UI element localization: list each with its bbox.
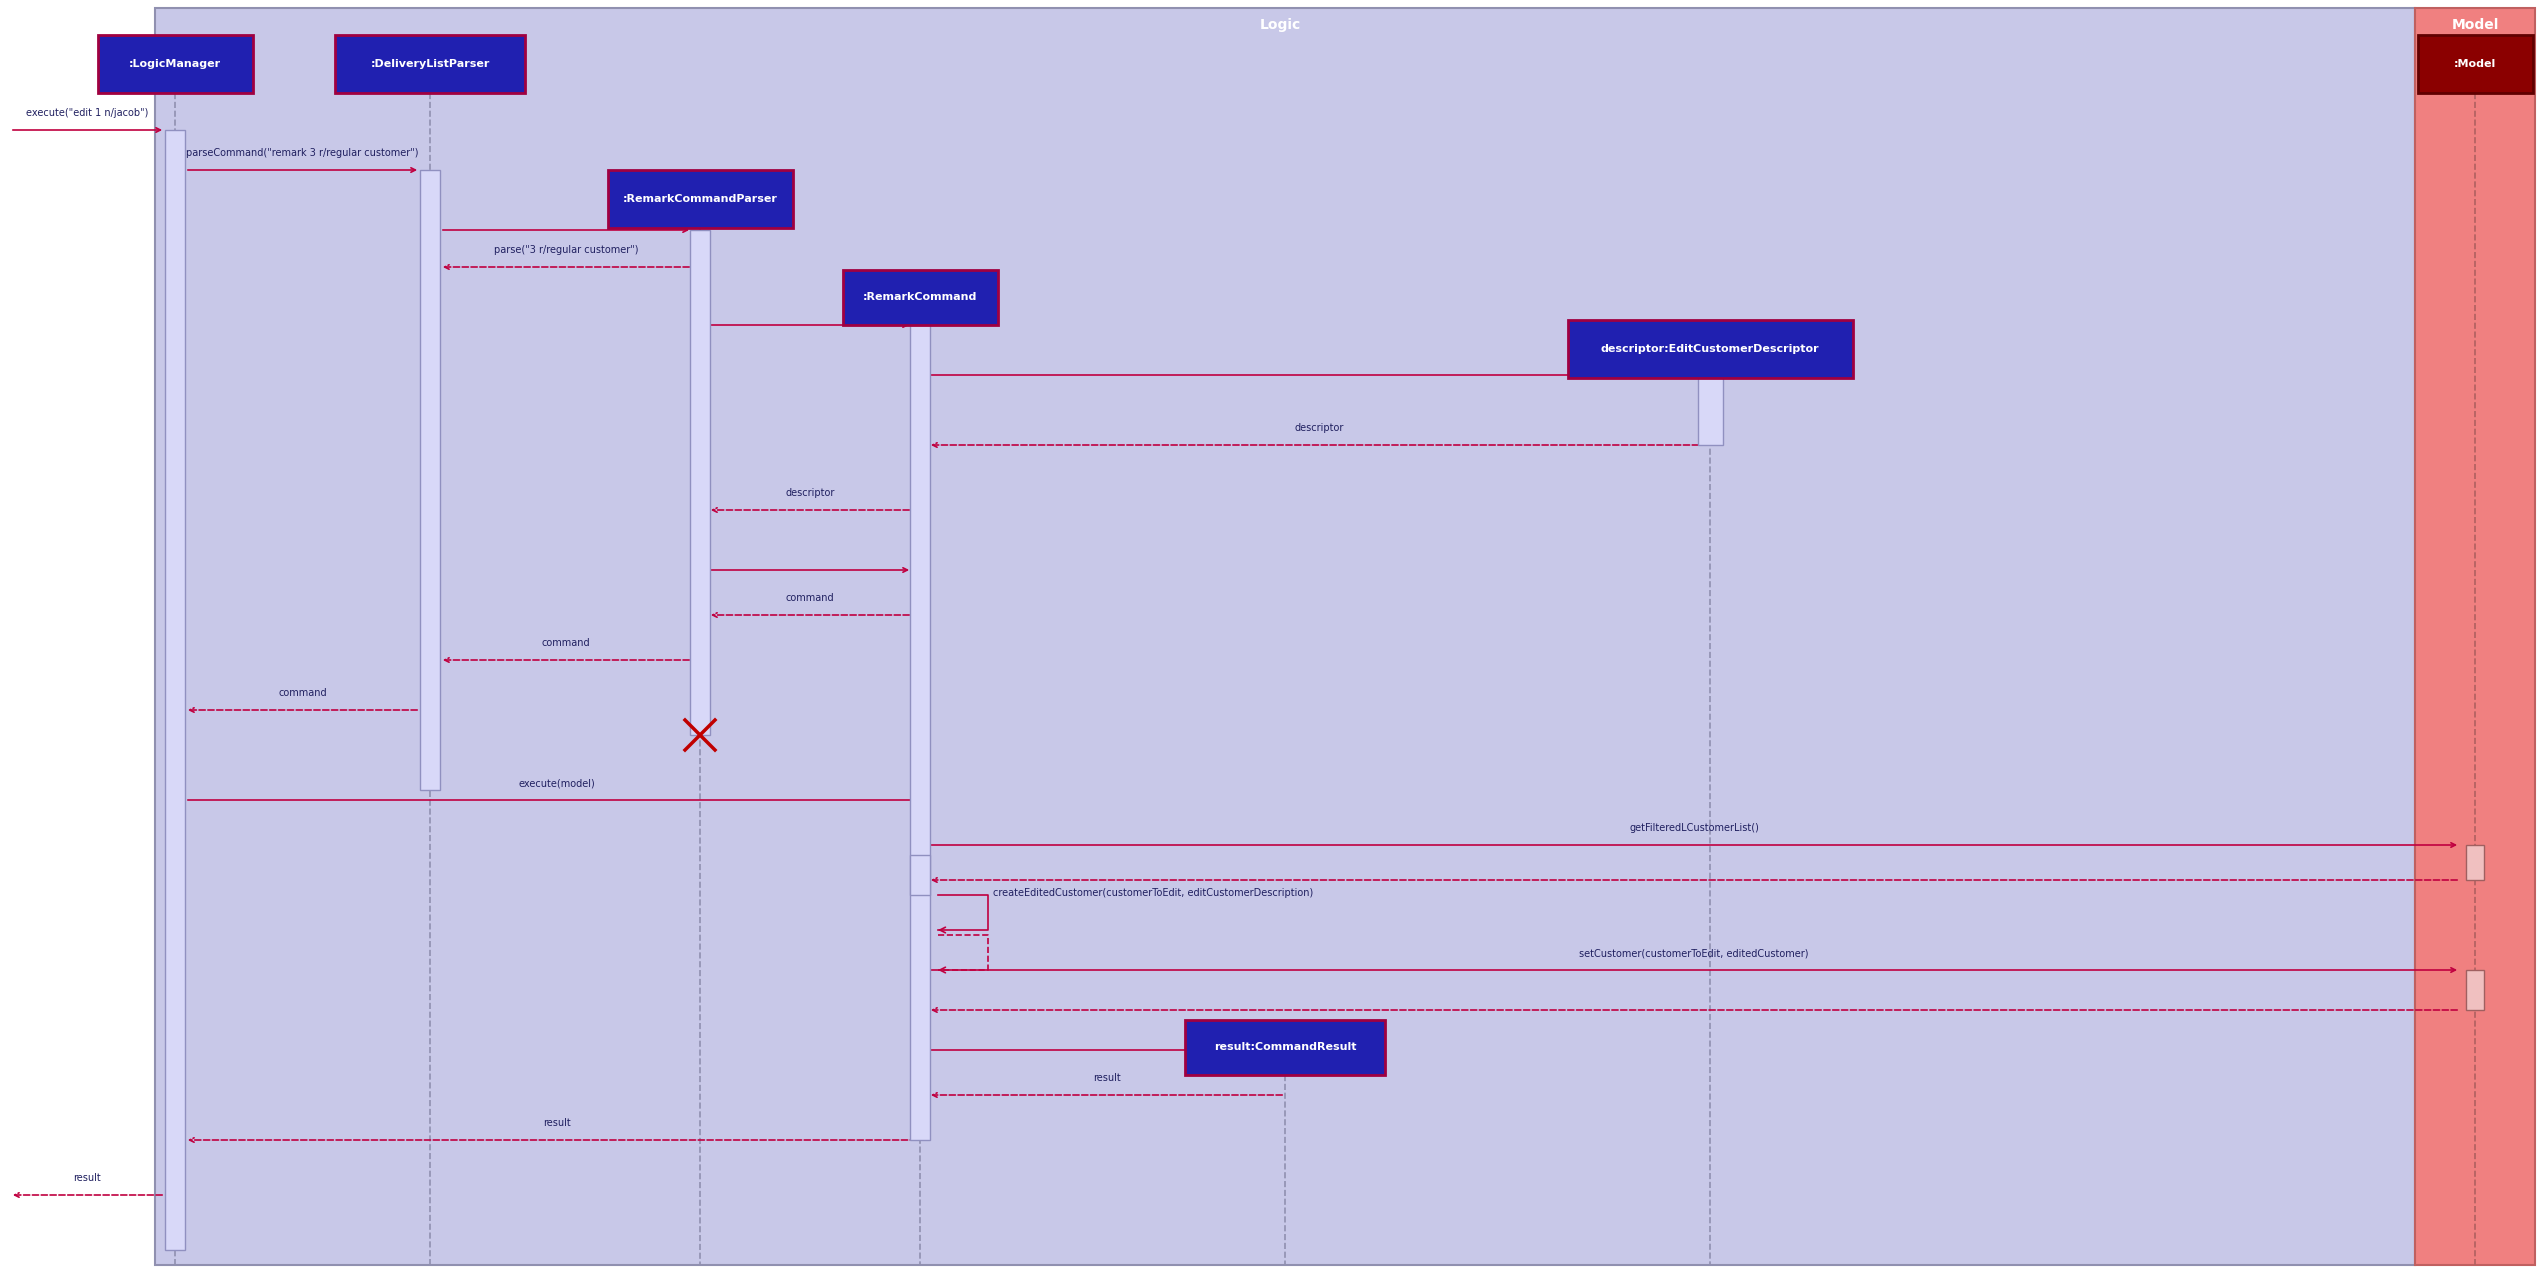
FancyBboxPatch shape	[1699, 375, 1722, 444]
FancyBboxPatch shape	[842, 269, 997, 326]
Text: execute(model): execute(model)	[519, 778, 595, 788]
Text: createEditedCustomer(customerToEdit, editCustomerDescription): createEditedCustomer(customerToEdit, edi…	[992, 888, 1312, 898]
Text: result: result	[74, 1174, 102, 1183]
Text: :LogicManager: :LogicManager	[130, 59, 221, 69]
FancyBboxPatch shape	[2467, 845, 2485, 880]
FancyBboxPatch shape	[2418, 34, 2533, 93]
Text: result:CommandResult: result:CommandResult	[1213, 1042, 1355, 1052]
Text: :Model: :Model	[2454, 59, 2497, 69]
FancyBboxPatch shape	[910, 326, 931, 1140]
Text: command: command	[786, 593, 834, 603]
Text: :RemarkCommand: :RemarkCommand	[862, 292, 977, 303]
FancyBboxPatch shape	[336, 34, 524, 93]
Text: parseCommand("remark 3 r/regular customer"): parseCommand("remark 3 r/regular custome…	[186, 148, 420, 158]
FancyBboxPatch shape	[608, 170, 793, 229]
Text: descriptor: descriptor	[1294, 423, 1343, 433]
Text: getFilteredLCustomerList(): getFilteredLCustomerList()	[1630, 822, 1760, 833]
Text: execute("edit 1 n/jacob"): execute("edit 1 n/jacob")	[25, 109, 147, 117]
FancyBboxPatch shape	[420, 170, 440, 790]
FancyBboxPatch shape	[910, 856, 931, 895]
Text: result: result	[542, 1117, 570, 1128]
Text: :RemarkCommandParser: :RemarkCommandParser	[623, 194, 778, 204]
Text: result: result	[1093, 1073, 1121, 1083]
Text: Logic: Logic	[1259, 18, 1299, 32]
FancyBboxPatch shape	[2467, 971, 2485, 1010]
Text: command: command	[542, 638, 590, 647]
Text: descriptor:EditCustomerDescriptor: descriptor:EditCustomerDescriptor	[1600, 344, 1818, 354]
Text: Model: Model	[2451, 18, 2500, 32]
FancyBboxPatch shape	[689, 230, 709, 736]
Text: parse("3 r/regular customer"): parse("3 r/regular customer")	[493, 245, 638, 255]
FancyBboxPatch shape	[97, 34, 252, 93]
Text: setCustomer(customerToEdit, editedCustomer): setCustomer(customerToEdit, editedCustom…	[1579, 948, 1808, 958]
FancyBboxPatch shape	[1566, 321, 1851, 378]
Text: :DeliveryListParser: :DeliveryListParser	[371, 59, 491, 69]
FancyBboxPatch shape	[2416, 8, 2535, 1266]
Text: descriptor: descriptor	[786, 488, 834, 498]
FancyBboxPatch shape	[155, 8, 2416, 1266]
FancyBboxPatch shape	[165, 130, 186, 1250]
FancyBboxPatch shape	[1185, 1020, 1386, 1075]
Text: command: command	[277, 688, 328, 699]
